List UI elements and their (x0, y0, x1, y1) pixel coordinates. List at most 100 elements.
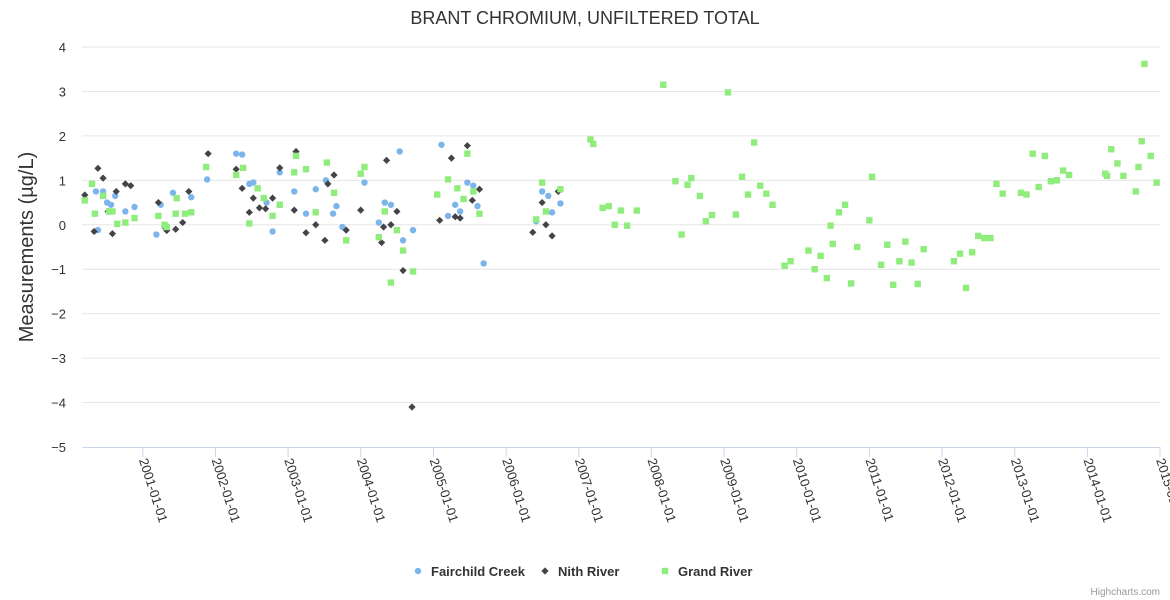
data-point[interactable] (276, 169, 283, 176)
data-point[interactable] (255, 204, 264, 212)
data-point[interactable] (172, 225, 180, 233)
data-point[interactable] (974, 232, 982, 240)
data-point[interactable] (470, 188, 477, 195)
data-point[interactable] (109, 208, 116, 215)
data-point[interactable] (660, 81, 667, 88)
data-point[interactable] (724, 89, 732, 96)
data-point[interactable] (238, 184, 246, 192)
data-point[interactable] (105, 208, 113, 215)
data-point[interactable] (538, 179, 546, 186)
data-point[interactable] (238, 151, 246, 158)
data-point[interactable] (108, 230, 117, 238)
data-point[interactable] (379, 223, 388, 231)
data-point[interactable] (605, 202, 612, 210)
data-point[interactable] (599, 204, 606, 212)
data-point[interactable] (1029, 150, 1036, 157)
data-point[interactable] (756, 182, 764, 189)
data-point[interactable] (245, 208, 253, 216)
data-point[interactable] (302, 166, 310, 173)
data-point[interactable] (438, 141, 445, 148)
data-point[interactable] (590, 140, 597, 148)
data-point[interactable] (254, 185, 261, 192)
data-point[interactable] (396, 148, 403, 155)
data-point[interactable] (99, 174, 107, 182)
data-point[interactable] (330, 171, 338, 179)
data-point[interactable] (127, 182, 135, 190)
data-point[interactable] (548, 209, 556, 216)
data-point[interactable] (312, 221, 320, 229)
data-point[interactable] (444, 212, 452, 220)
data-point[interactable] (1065, 171, 1073, 179)
data-point[interactable] (381, 208, 388, 215)
data-point[interactable] (447, 154, 456, 162)
data-point[interactable] (399, 247, 407, 254)
data-point[interactable] (434, 191, 441, 198)
data-point[interactable] (246, 220, 253, 227)
legend-symbol[interactable] (661, 567, 669, 575)
legend-symbol[interactable] (541, 567, 549, 575)
data-point[interactable] (811, 266, 818, 273)
data-point[interactable] (409, 226, 417, 234)
data-point[interactable] (827, 222, 834, 229)
data-point[interactable] (633, 207, 641, 214)
data-point[interactable] (866, 217, 873, 224)
data-point[interactable] (302, 229, 310, 237)
data-point[interactable] (454, 185, 461, 192)
data-point[interactable] (456, 208, 464, 215)
data-point[interactable] (841, 201, 849, 208)
data-point[interactable] (408, 403, 416, 411)
data-point[interactable] (877, 261, 885, 268)
data-point[interactable] (464, 150, 471, 157)
data-point[interactable] (781, 262, 788, 269)
data-point[interactable] (436, 216, 444, 224)
data-point[interactable] (1114, 160, 1121, 167)
data-point[interactable] (1035, 183, 1042, 191)
data-point[interactable] (291, 188, 298, 195)
data-point[interactable] (829, 240, 836, 248)
data-point[interactable] (339, 223, 346, 231)
data-point[interactable] (163, 223, 170, 231)
data-point[interactable] (708, 211, 716, 219)
data-point[interactable] (805, 247, 812, 254)
data-point[interactable] (188, 194, 195, 201)
data-point[interactable] (817, 252, 824, 260)
data-point[interactable] (890, 281, 897, 288)
data-point[interactable] (557, 200, 564, 207)
data-point[interactable] (1153, 179, 1160, 186)
data-point[interactable] (292, 152, 300, 160)
data-point[interactable] (1120, 172, 1127, 180)
data-point[interactable] (587, 136, 594, 143)
data-point[interactable] (321, 236, 329, 244)
legend-item[interactable]: Fairchild Creek (414, 564, 526, 579)
data-point[interactable] (312, 209, 319, 216)
data-point[interactable] (732, 211, 740, 218)
data-point[interactable] (835, 209, 843, 216)
data-point[interactable] (744, 191, 752, 198)
legend-item[interactable]: Nith River (541, 564, 619, 579)
data-point[interactable] (1103, 172, 1111, 180)
data-point[interactable] (249, 194, 257, 202)
data-point[interactable] (529, 228, 537, 236)
data-point[interactable] (787, 258, 794, 265)
data-point[interactable] (107, 201, 115, 208)
data-point[interactable] (131, 214, 138, 222)
data-point[interactable] (290, 206, 298, 214)
data-point[interactable] (122, 219, 129, 226)
data-point[interactable] (1059, 167, 1067, 174)
data-point[interactable] (324, 180, 332, 188)
data-point[interactable] (476, 210, 483, 217)
data-point[interactable] (623, 222, 631, 229)
data-point[interactable] (920, 246, 927, 253)
data-point[interactable] (962, 284, 970, 292)
data-point[interactable] (678, 231, 685, 238)
data-point[interactable] (750, 139, 758, 146)
data-point[interactable] (987, 234, 994, 242)
data-point[interactable] (342, 226, 350, 234)
data-point[interactable] (548, 232, 556, 240)
data-point[interactable] (884, 241, 891, 248)
legend-item[interactable]: Grand River (661, 564, 753, 579)
data-point[interactable] (260, 194, 268, 202)
data-point[interactable] (172, 210, 179, 217)
data-point[interactable] (114, 220, 121, 228)
data-point[interactable] (387, 221, 395, 229)
